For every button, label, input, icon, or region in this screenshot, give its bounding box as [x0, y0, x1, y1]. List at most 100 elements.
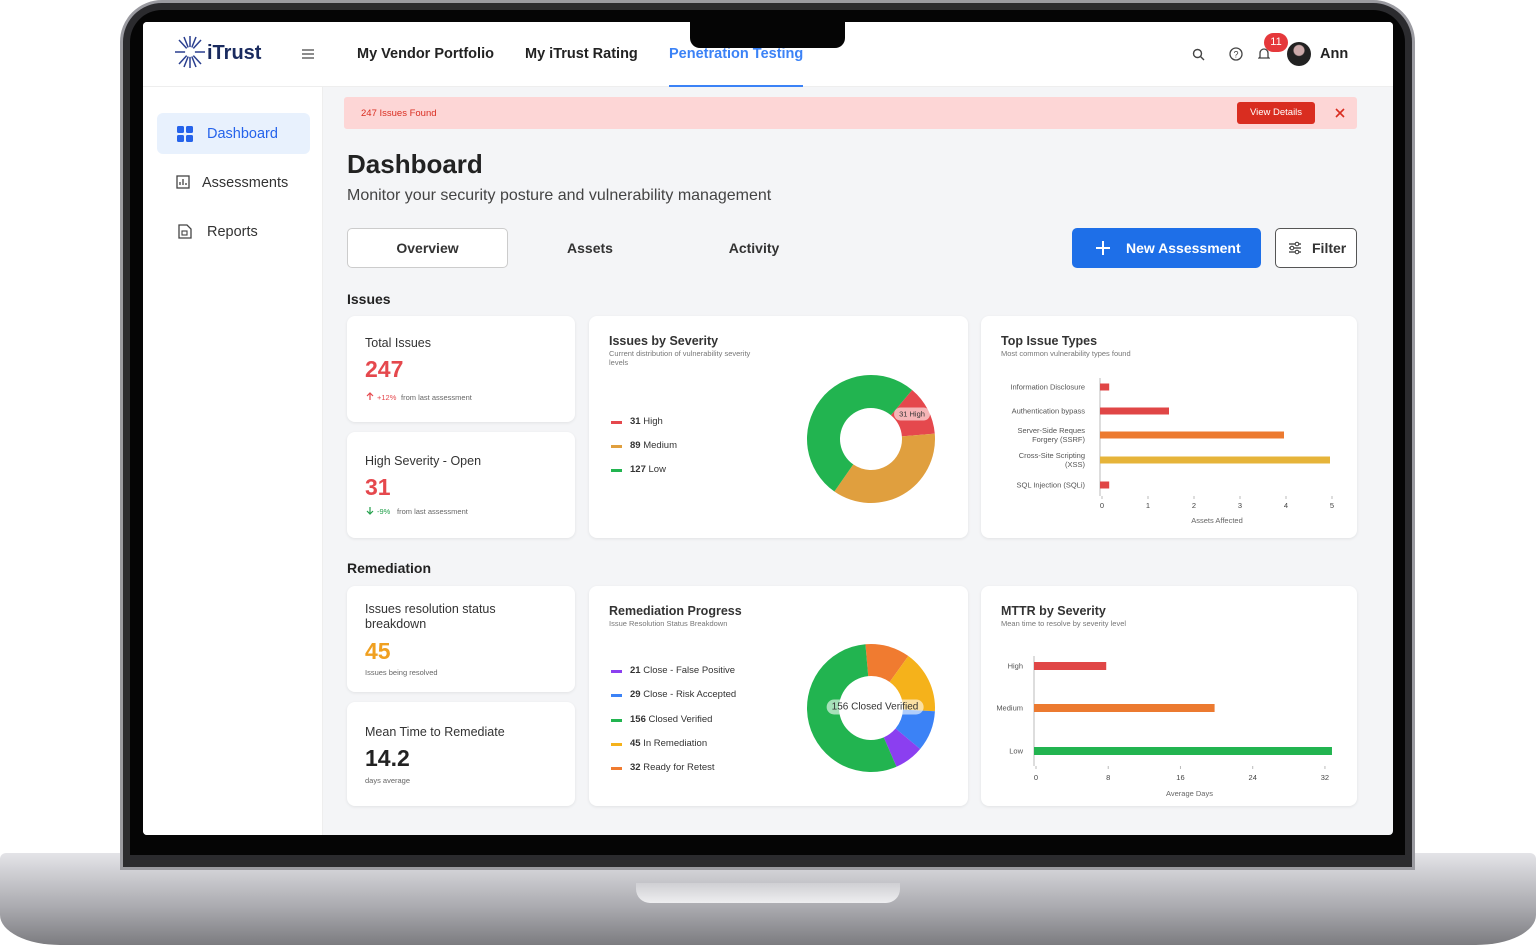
nav-item[interactable]: My Vendor Portfolio — [357, 46, 494, 62]
y-tick-label: Medium — [996, 703, 1023, 713]
chart-title: MTTR by Severity — [1001, 604, 1106, 618]
legend-name: High — [643, 416, 663, 427]
legend-item: 127 Low — [630, 464, 666, 475]
legend-swatch — [611, 742, 622, 746]
chart-svg — [807, 644, 935, 772]
legend-item: 45 In Remediation — [630, 738, 707, 749]
donut-segment — [883, 728, 921, 767]
legend-item: 89 Medium — [630, 440, 677, 451]
notification-badge: 11 — [1264, 33, 1288, 52]
bar — [1100, 431, 1284, 439]
legend-value: 31 — [630, 416, 641, 427]
stat-card: Mean Time to Remediate 14.2 days average — [347, 702, 575, 806]
y-tick-label: Low — [1009, 746, 1023, 756]
alert-close[interactable] — [1335, 108, 1345, 118]
x-axis-title: Average Days — [1166, 789, 1213, 798]
nav-item[interactable]: My iTrust Rating — [525, 46, 638, 62]
filter-button[interactable] — [1275, 228, 1357, 268]
bar — [1100, 407, 1169, 415]
alert-button[interactable]: View Details — [1237, 102, 1315, 124]
y-tick-label: Authentication bypass — [1011, 406, 1085, 416]
x-tick-label: 5 — [1330, 501, 1334, 510]
stat-label: High Severity - Open — [365, 454, 482, 468]
help-icon[interactable]: ? — [1229, 47, 1243, 61]
stat-card: Total Issues 247 +12% from last assessme… — [347, 316, 575, 422]
chart-subtitle: Most common vulnerability types found — [1001, 349, 1131, 358]
stat-value: 14.2 — [365, 745, 410, 771]
camera-notch — [690, 22, 845, 48]
donut-segment — [834, 433, 935, 503]
label-name: Closed Verified — [851, 701, 919, 713]
legend-swatch — [611, 766, 622, 770]
avatar[interactable] — [1287, 42, 1311, 66]
sidebar-active-bg — [157, 113, 310, 154]
button-label[interactable]: New Assessment — [1126, 240, 1241, 256]
stat-label: Total Issues — [365, 336, 432, 350]
legend-name: Low — [648, 464, 666, 475]
sidebar-item[interactable]: Assessments — [202, 175, 289, 191]
legend-item: 156 Closed Verified — [630, 714, 712, 725]
screen: iTrust My Vendor Portfolio My iTrust Rat… — [143, 22, 1393, 835]
nav-underline — [669, 85, 803, 87]
legend-name: Close - False Positive — [643, 665, 736, 676]
chart-card: Remediation Progress Issue Resolution St… — [589, 586, 968, 806]
legend-name: In Remediation — [643, 738, 708, 749]
sidebar — [143, 87, 323, 835]
bell-icon[interactable] — [1258, 47, 1270, 61]
page-subtitle: Monitor your security posture and vulner… — [347, 187, 772, 204]
y-tick-label: High — [1007, 661, 1023, 671]
chart-svg: 0 1 2 3 4 5 Assets Affected — [1099, 378, 1334, 525]
page-title: Dashboard — [347, 149, 483, 179]
chart-title: Remediation Progress — [609, 604, 742, 618]
sidebar-item-active[interactable]: Dashboard — [207, 126, 278, 142]
svg-text:?: ? — [1233, 50, 1238, 60]
dashboard-icon — [177, 126, 193, 142]
filter-icon — [1289, 241, 1301, 255]
label-value: 31 — [899, 409, 908, 419]
legend-value: 32 — [630, 762, 641, 773]
tab[interactable]: Activity — [728, 240, 780, 256]
donut-segment — [807, 644, 897, 772]
stat-note: Issues being resolved — [365, 668, 438, 677]
y-tick-label: Server-Side Reques Forgery (SSRF) — [1017, 426, 1085, 444]
x-tick-label: 1 — [1146, 501, 1150, 510]
label-value: 156 — [831, 701, 849, 713]
alert-bar — [344, 97, 1357, 129]
chart-svg: 0 8 16 24 32 Average Days — [1033, 656, 1332, 798]
x-tick-label: 3 — [1238, 501, 1242, 510]
chart-title: Top Issue Types — [1001, 334, 1098, 348]
button-label[interactable]: Filter — [1312, 240, 1347, 256]
sidebar-item[interactable]: Reports — [207, 224, 258, 240]
x-tick-label: 32 — [1321, 773, 1329, 782]
bar — [1100, 383, 1110, 391]
tab-active[interactable]: Overview — [347, 228, 508, 268]
chart-subtitle: Issue Resolution Status Breakdown — [609, 619, 728, 628]
legend-swatch — [611, 718, 622, 722]
x-tick-label: 0 — [1100, 501, 1104, 510]
legend-item: 31 High — [630, 416, 663, 427]
assessments-icon — [176, 175, 190, 189]
stat-note: from last assessment — [401, 393, 472, 402]
stat-card: High Severity - Open 31 -9% from last as… — [347, 432, 575, 538]
legend-value: 29 — [630, 689, 641, 700]
chart-title: Issues by Severity — [609, 334, 719, 348]
stat-label: Issues resolution status breakdown — [365, 602, 496, 631]
reports-icon — [178, 224, 192, 239]
section-title: Remediation — [347, 560, 432, 576]
legend-swatch — [611, 420, 622, 424]
x-tick-label: 8 — [1106, 773, 1110, 782]
x-tick-label: 24 — [1249, 773, 1257, 782]
tab[interactable]: Assets — [567, 240, 613, 256]
x-tick-label: 16 — [1176, 773, 1184, 782]
user-name[interactable]: Ann — [1320, 46, 1349, 62]
menu-icon[interactable] — [302, 48, 314, 60]
donut-label: 156 Closed Verified — [826, 699, 924, 715]
logo[interactable]: iTrust — [207, 42, 262, 64]
search-icon[interactable] — [1192, 48, 1205, 61]
donut-segment — [889, 656, 935, 712]
nav-item-active[interactable]: Penetration Testing — [669, 46, 804, 62]
legend-value: 156 — [630, 714, 646, 725]
legend-swatch — [611, 669, 622, 673]
donut-label: 31 High — [894, 407, 930, 421]
